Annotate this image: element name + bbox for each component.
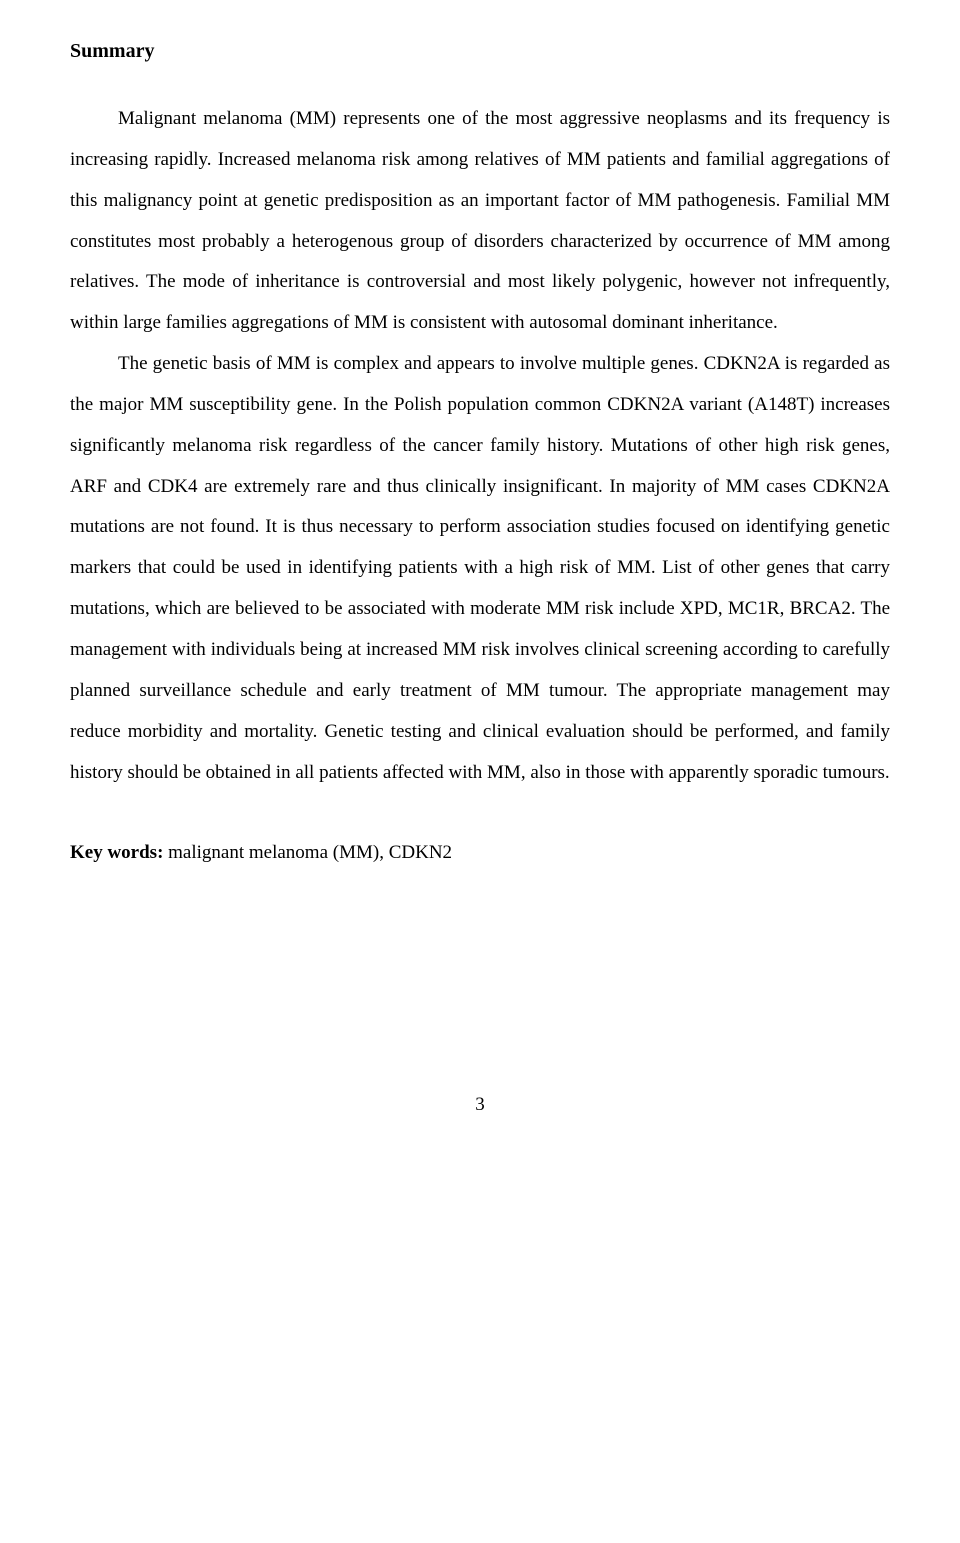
page-number: 3 — [70, 1094, 890, 1116]
abstract-paragraph-2: The genetic basis of MM is complex and a… — [70, 344, 890, 793]
keywords-label: Key words: — [70, 842, 163, 863]
summary-heading: Summary — [70, 40, 890, 63]
abstract-paragraph-1: Malignant melanoma (MM) represents one o… — [70, 99, 890, 344]
keywords-value: malignant melanoma (MM), CDKN2 — [163, 842, 452, 863]
keywords-line: Key words: malignant melanoma (MM), CDKN… — [70, 833, 890, 874]
